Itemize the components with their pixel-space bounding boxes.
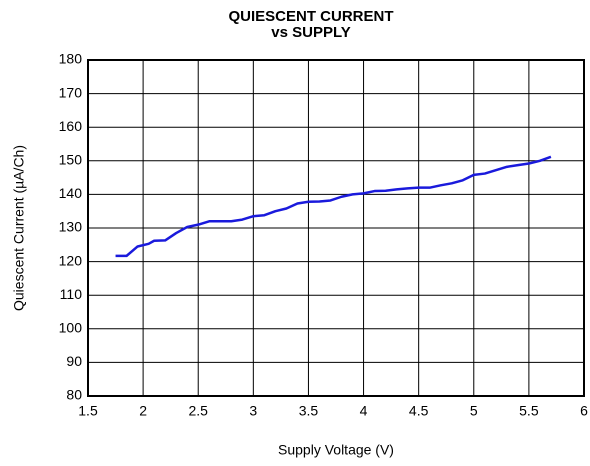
x-tick-label: 4 — [360, 403, 368, 419]
x-tick-label: 2 — [139, 403, 147, 419]
y-tick-label: 120 — [59, 252, 83, 268]
x-tick-label: 5 — [470, 403, 478, 419]
chart-title: QUIESCENT CURRENT — [228, 8, 393, 25]
y-tick-label: 170 — [59, 84, 83, 100]
y-tick-label: 140 — [59, 185, 83, 201]
y-tick-label: 110 — [60, 286, 83, 302]
y-axis-label: Quiescent Current (µA/Ch) — [11, 145, 27, 311]
data-line — [115, 155, 552, 258]
y-tick-label: 80 — [66, 387, 82, 403]
x-tick-label: 6 — [580, 403, 588, 419]
x-tick-label: 1.5 — [78, 403, 98, 419]
x-tick-label: 5.5 — [519, 403, 539, 419]
plot-frame — [87, 59, 585, 397]
x-tick-label: 4.5 — [409, 403, 429, 419]
x-axis-label: Supply Voltage (V) — [278, 442, 394, 458]
x-tick-label: 2.5 — [188, 403, 208, 419]
y-tick-label: 150 — [59, 152, 83, 168]
y-tick-label: 90 — [66, 353, 82, 369]
x-tick-label: 3.5 — [299, 403, 319, 419]
y-tick-label: 100 — [59, 320, 83, 336]
y-tick-label: 160 — [59, 118, 83, 134]
y-tick-label: 130 — [59, 219, 83, 235]
y-tick-label: 180 — [59, 51, 83, 67]
chart-title: vs SUPPLY — [271, 24, 351, 41]
x-tick-label: 3 — [249, 403, 257, 419]
